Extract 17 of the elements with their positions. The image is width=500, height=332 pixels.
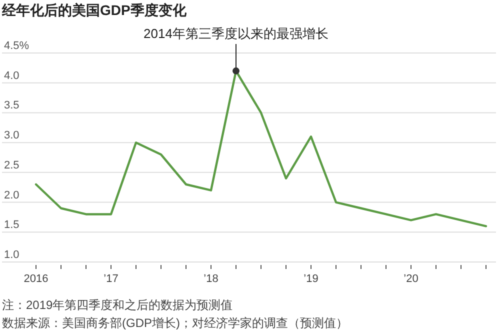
x-tick-label: 2016 xyxy=(24,273,48,285)
source-note: 数据来源：美国商务部(GDP增长)；对经济学家的调查（预测值） xyxy=(2,316,348,330)
y-tick-label: 1.5 xyxy=(4,219,20,232)
annotation: 2014年第三季度以来的最强增长 xyxy=(144,26,328,41)
y-tick-label: 3.0 xyxy=(4,130,20,142)
y-tick-label: 4.0 xyxy=(4,70,20,82)
y-tick-label: 3.5 xyxy=(4,100,20,112)
text: 注：2019年第四季度和之后的数据为预测值 xyxy=(2,298,233,312)
x-tick-label: ’20 xyxy=(404,273,418,285)
x-tick-label: ’19 xyxy=(304,273,318,285)
y-tick-label: 2.0 xyxy=(4,189,20,202)
chart-title: 经年化后的美国GDP季度变化 xyxy=(1,2,188,18)
x-tick-label: ’17 xyxy=(104,273,118,285)
y-tick-label: 1.0 xyxy=(4,249,20,261)
x-tick-label: ’18 xyxy=(204,273,218,285)
y-tick-label: 4.5% xyxy=(4,40,30,52)
y-tick-label: 2.5 xyxy=(4,159,20,172)
